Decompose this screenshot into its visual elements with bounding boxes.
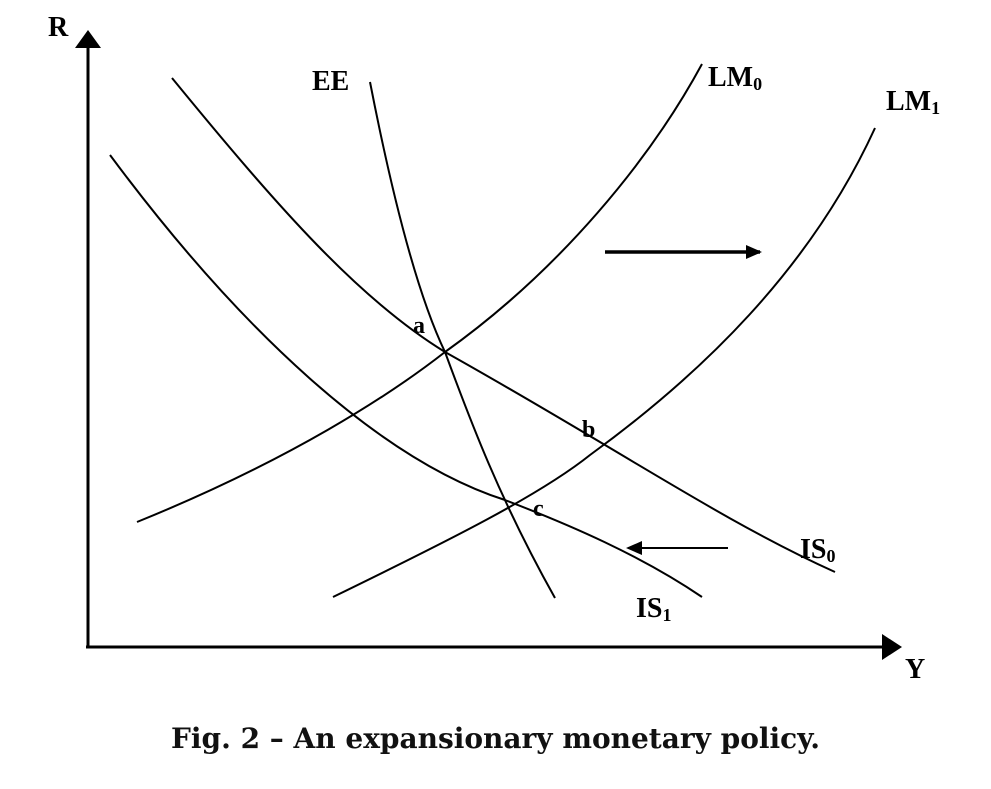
- ee-curve: [369, 81, 556, 599]
- is1-curve-label: IS1: [636, 593, 671, 625]
- x-axis-label: Y: [905, 654, 925, 685]
- is0-curve-label: IS0: [800, 534, 835, 566]
- islm-diagram: R Y EE LM0 LM1 IS0 IS1 a b c: [48, 12, 940, 685]
- x-axis-arrowhead: [882, 634, 902, 660]
- point-a-label: a: [413, 313, 425, 339]
- point-b-label: b: [582, 417, 595, 443]
- lm1-curve-label: LM1: [886, 86, 940, 118]
- figure-caption: Fig. 2 – An expansionary monetary policy…: [170, 722, 821, 755]
- y-axis-arrowhead: [75, 30, 101, 48]
- lm0-curve-label: LM0: [708, 62, 762, 94]
- y-axis-label: R: [48, 12, 69, 43]
- is1-curve: [109, 154, 703, 598]
- lm1-curve: [332, 127, 876, 598]
- ee-curve-label: EE: [312, 66, 349, 97]
- point-c-label: c: [533, 496, 544, 522]
